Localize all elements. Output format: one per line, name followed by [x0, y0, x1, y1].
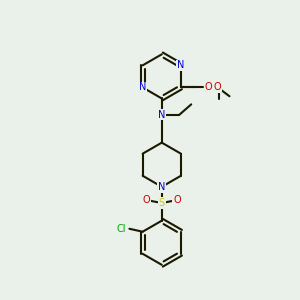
Text: N: N: [158, 110, 166, 120]
Text: O: O: [214, 82, 221, 92]
Text: O: O: [173, 195, 181, 205]
Text: Cl: Cl: [116, 224, 126, 234]
Text: S: S: [159, 198, 165, 208]
Text: O: O: [143, 195, 150, 205]
Text: O: O: [205, 82, 212, 92]
Text: N: N: [139, 82, 146, 92]
Text: N: N: [158, 182, 166, 192]
Text: N: N: [177, 60, 184, 70]
